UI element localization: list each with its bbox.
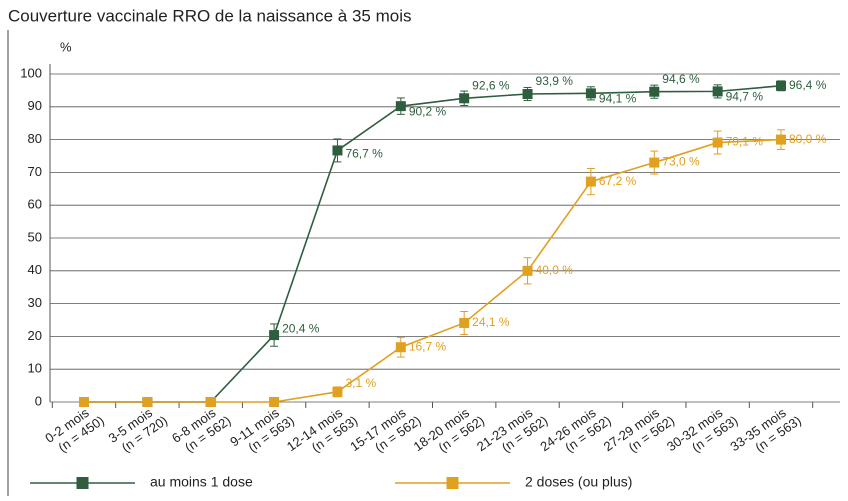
value-label: 40,0 % bbox=[536, 263, 574, 277]
x-tick-label: 0-2 mois(n = 450) bbox=[42, 405, 107, 455]
y-tick-label: 10 bbox=[28, 361, 42, 376]
value-label: 3,1 % bbox=[345, 376, 376, 390]
y-tick-label: 90 bbox=[28, 98, 42, 113]
x-tick-label: 18-20 mois(n = 562) bbox=[411, 405, 487, 455]
x-tick-label: 30-32 mois(n = 563) bbox=[664, 405, 740, 455]
legend-label: au moins 1 dose bbox=[150, 474, 253, 490]
value-label: 80,0 % bbox=[789, 132, 827, 146]
x-tick-label: 3-5 mois(n = 720) bbox=[106, 405, 171, 455]
value-label: 76,7 % bbox=[345, 147, 383, 161]
value-label: 79,1 % bbox=[726, 135, 764, 149]
x-tick-label: 9-11 mois(n = 563) bbox=[227, 405, 297, 455]
value-label: 94,7 % bbox=[726, 90, 764, 104]
y-tick-label: 70 bbox=[28, 164, 42, 179]
point-marker bbox=[459, 93, 470, 104]
point-marker bbox=[459, 317, 470, 328]
point-marker bbox=[142, 397, 153, 407]
point-marker bbox=[712, 86, 723, 97]
legend-marker bbox=[76, 477, 89, 489]
y-tick-label: 50 bbox=[28, 229, 42, 244]
x-tick-label: 24-26 mois(n = 562) bbox=[537, 405, 613, 455]
y-tick-label: 20 bbox=[28, 328, 42, 343]
x-tick-label: 33-35 mois(n = 563) bbox=[727, 405, 803, 455]
point-marker bbox=[395, 101, 406, 112]
point-marker bbox=[79, 397, 89, 407]
legend-label: 2 doses (ou plus) bbox=[525, 474, 632, 490]
x-tick-label: 21-23 mois(n = 562) bbox=[474, 405, 550, 455]
value-label: 90,2 % bbox=[409, 104, 447, 118]
point-marker bbox=[522, 89, 533, 100]
legend-marker bbox=[446, 477, 459, 489]
point-marker bbox=[332, 386, 343, 397]
value-label: 24,1 % bbox=[472, 315, 510, 329]
x-tick-label: 15-17 mois(n = 562) bbox=[347, 405, 423, 455]
y-tick-label: 30 bbox=[28, 295, 42, 310]
x-tick-label: 12-14 mois(n = 563) bbox=[284, 405, 360, 455]
x-tick-label: 6-8 mois(n = 562) bbox=[169, 405, 234, 455]
point-marker bbox=[205, 397, 216, 407]
point-marker bbox=[585, 176, 596, 187]
x-tick-label: 27-29 mois(n = 562) bbox=[601, 405, 677, 455]
value-label: 67,2 % bbox=[599, 174, 637, 188]
y-axis-label: % bbox=[60, 39, 72, 54]
y-tick-label: 60 bbox=[28, 197, 42, 212]
point-marker bbox=[649, 157, 660, 168]
point-marker bbox=[269, 397, 280, 407]
point-marker bbox=[332, 145, 343, 156]
series-line bbox=[84, 138, 782, 403]
point-marker bbox=[776, 80, 786, 91]
chart-title: Couverture vaccinale RRO de la naissance… bbox=[8, 6, 411, 25]
value-label: 16,7 % bbox=[409, 339, 447, 353]
value-label: 94,6 % bbox=[662, 72, 700, 86]
point-marker bbox=[776, 134, 786, 145]
point-marker bbox=[585, 88, 596, 99]
value-label: 20,4 % bbox=[282, 321, 320, 335]
y-tick-label: 0 bbox=[35, 393, 42, 408]
point-marker bbox=[649, 86, 660, 97]
y-tick-label: 80 bbox=[28, 131, 42, 146]
value-label: 93,9 % bbox=[536, 74, 574, 88]
value-label: 94,1 % bbox=[599, 92, 637, 106]
value-label: 96,4 % bbox=[789, 78, 827, 92]
value-label: 92,6 % bbox=[472, 78, 510, 92]
point-marker bbox=[395, 342, 406, 353]
series-line bbox=[84, 85, 782, 403]
value-label: 73,0 % bbox=[662, 155, 700, 169]
point-marker bbox=[712, 137, 723, 148]
y-tick-label: 100 bbox=[20, 65, 42, 80]
point-marker bbox=[269, 330, 280, 341]
point-marker bbox=[522, 265, 533, 276]
y-tick-label: 40 bbox=[28, 262, 42, 277]
